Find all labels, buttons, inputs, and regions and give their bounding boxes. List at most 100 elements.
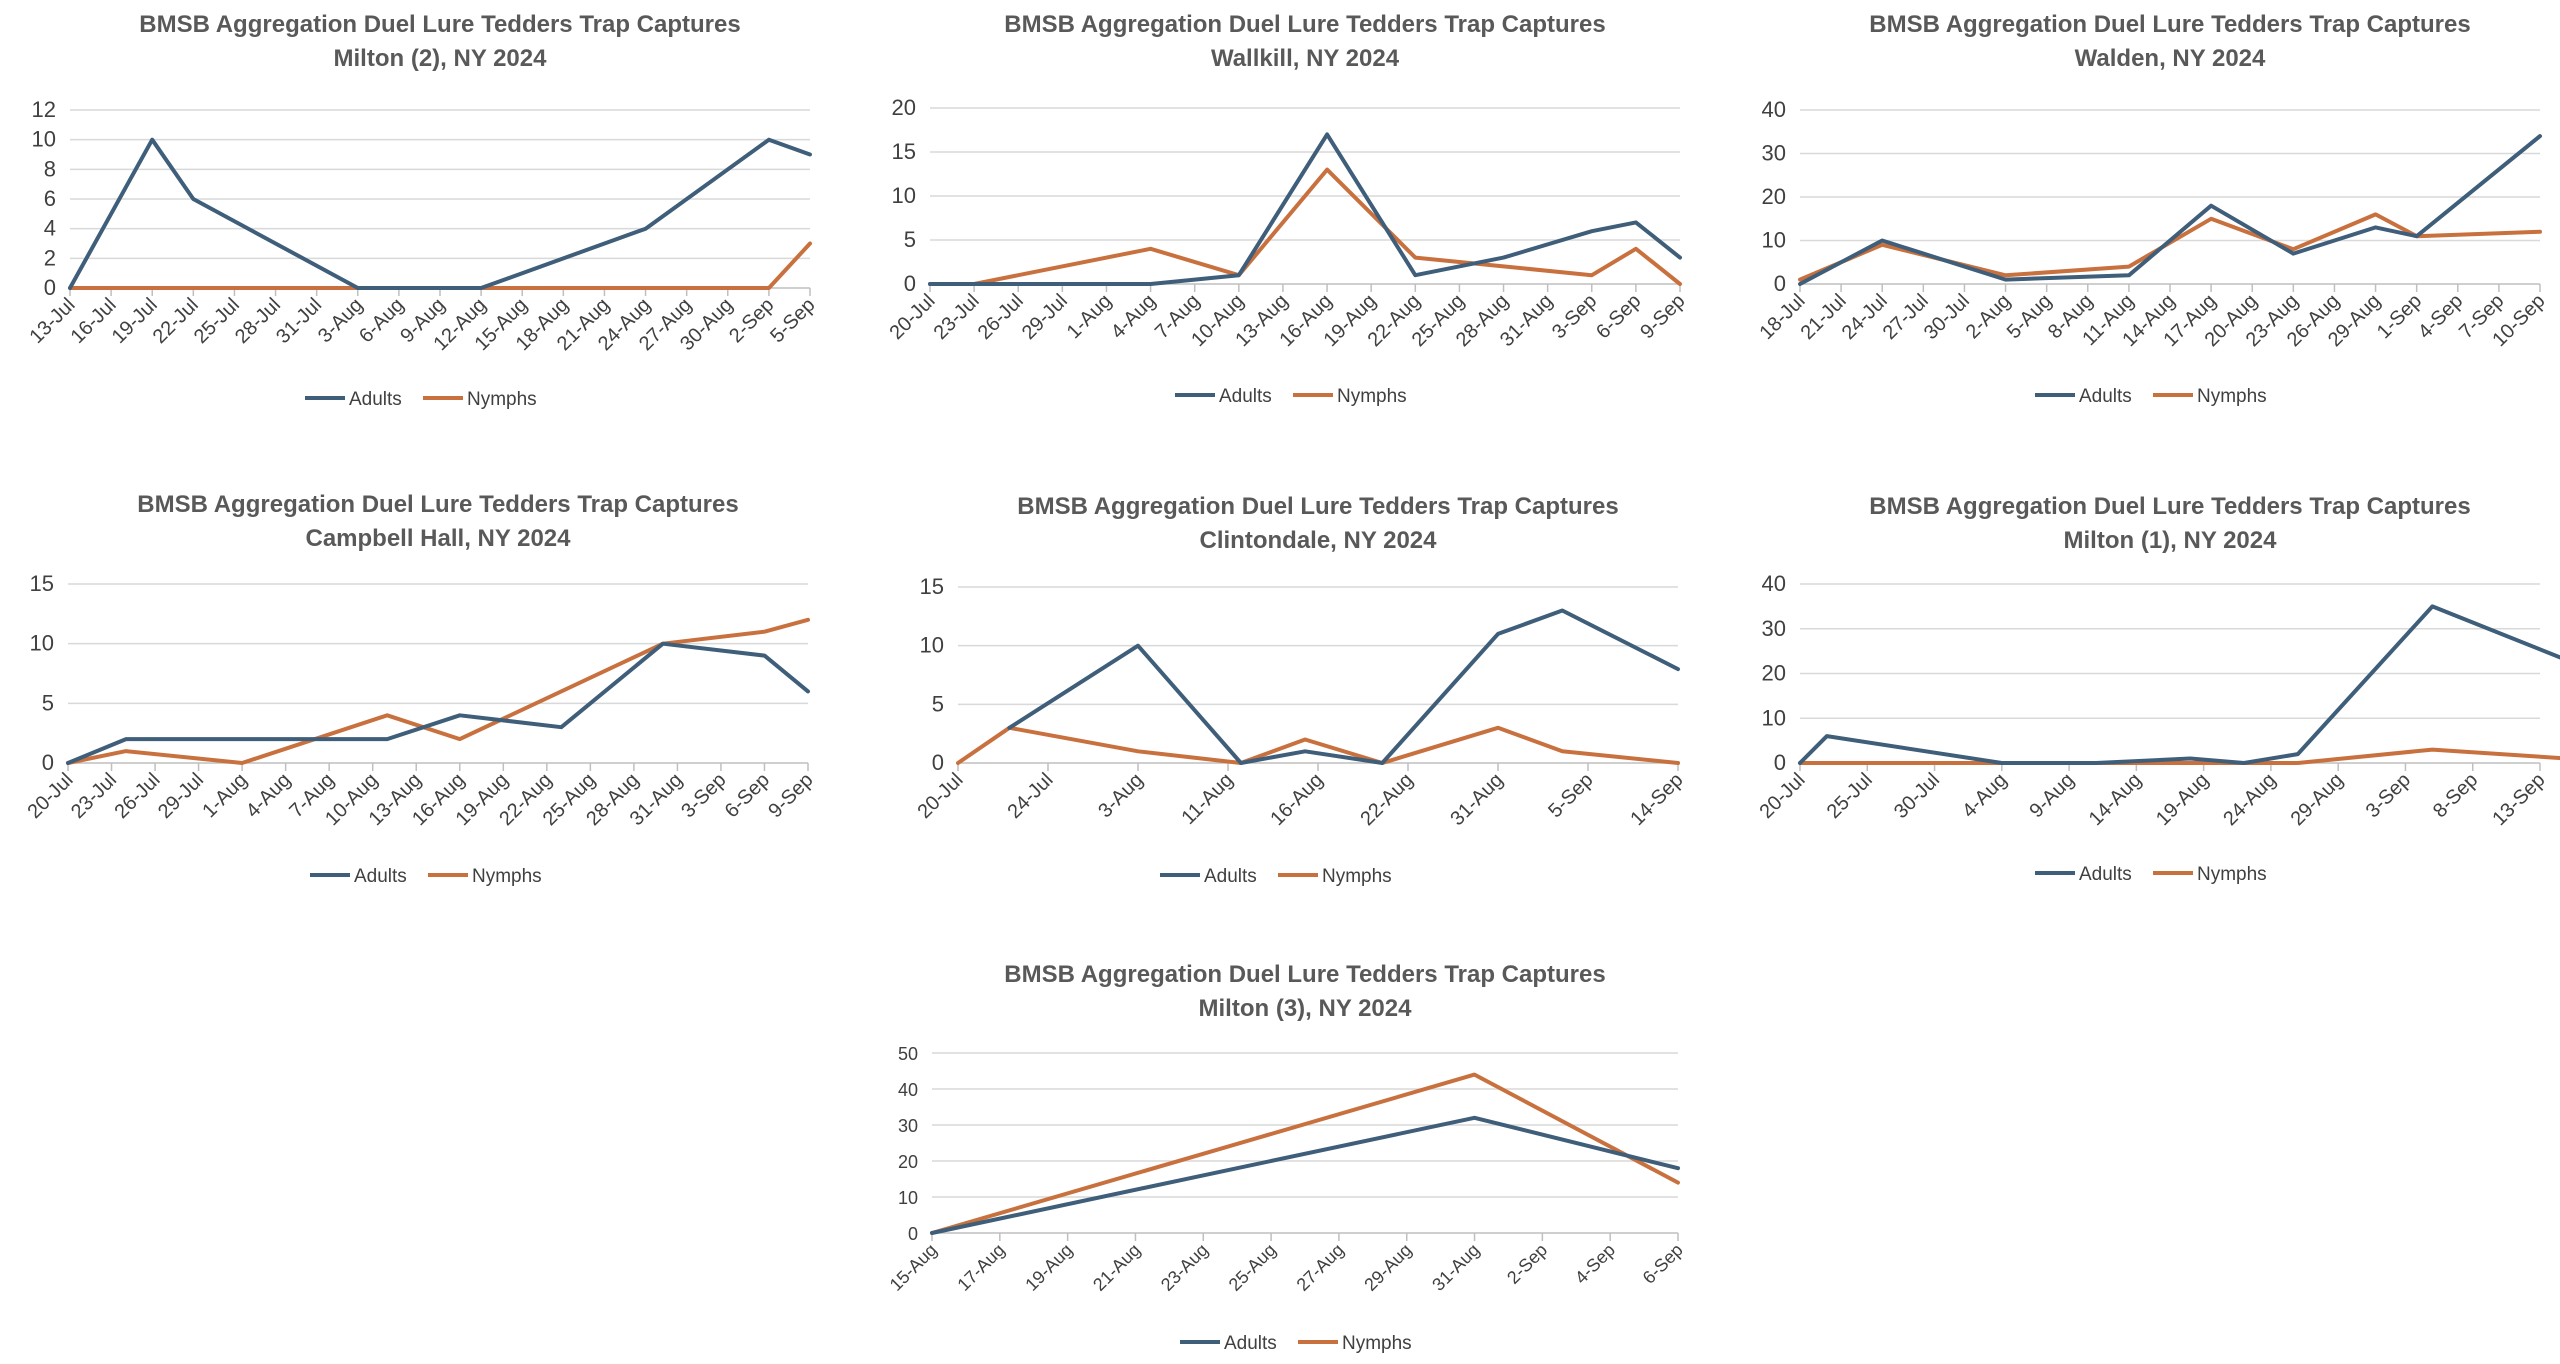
- x-tick-label: 4-Aug: [1958, 769, 2011, 822]
- x-tick-label: 14-Aug: [2085, 769, 2146, 830]
- series-line-adults: [66, 641, 810, 765]
- x-tick-label: 25-Aug: [1225, 1240, 1280, 1295]
- series-line-nymphs: [956, 725, 1680, 765]
- x-tick-label: 6-Sep: [721, 769, 774, 822]
- chart-panel: BMSB Aggregation Duel Lure Tedders Trap …: [870, 0, 1710, 440]
- chart-title: BMSB Aggregation Duel Lure Tedders Trap …: [137, 491, 738, 518]
- legend: Adults Nymphs: [1160, 866, 1392, 887]
- chart-svg: BMSB Aggregation Duel Lure Tedders Trap …: [25, 11, 819, 410]
- x-tick-label: 1-Aug: [198, 769, 251, 822]
- chart-svg: BMSB Aggregation Duel Lure Tedders Trap …: [913, 493, 1687, 887]
- x-tick-label: 3-Aug: [314, 294, 367, 347]
- legend-label-nymphs: Nymphs: [467, 389, 537, 410]
- y-tick-label: 5: [904, 227, 916, 252]
- y-tick-label: 15: [892, 139, 916, 164]
- y-tick-label: 10: [898, 1188, 918, 1208]
- x-tick-label: 4-Sep: [2414, 290, 2467, 343]
- x-tick-label: 8-Sep: [2429, 769, 2482, 822]
- y-tick-label: 20: [898, 1152, 918, 1172]
- x-tick-label: 31-Jul: [272, 294, 326, 348]
- x-tick-label: 9-Aug: [2025, 769, 2078, 822]
- y-tick-label: 0: [908, 1224, 918, 1244]
- chart-panel: BMSB Aggregation Duel Lure Tedders Trap …: [1730, 0, 2560, 440]
- x-tick-label: 15-Aug: [886, 1240, 941, 1295]
- chart-svg: BMSB Aggregation Duel Lure Tedders Trap …: [23, 491, 817, 887]
- x-tick-label: 11-Aug: [1177, 769, 1237, 829]
- y-tick-label: 12: [32, 97, 56, 122]
- x-tick-label: 24-Jul: [1003, 769, 1057, 823]
- x-tick-label: 21-Jul: [1797, 290, 1851, 344]
- series-line-adults: [1007, 608, 1680, 765]
- x-tick-label: 4-Sep: [1571, 1240, 1619, 1288]
- x-tick-label: 14-Sep: [1626, 769, 1687, 830]
- chart-svg: BMSB Aggregation Duel Lure Tedders Trap …: [885, 11, 1689, 407]
- legend: Adults Nymphs: [310, 866, 542, 887]
- x-tick-label: 29-Jul: [1018, 290, 1072, 344]
- legend: Adults Nymphs: [1180, 1333, 1412, 1354]
- x-tick-label: 3-Sep: [677, 769, 730, 822]
- legend-label-nymphs: Nymphs: [1342, 1333, 1412, 1354]
- x-tick-label: 30-Jul: [1920, 290, 1974, 344]
- chart-title: BMSB Aggregation Duel Lure Tedders Trap …: [1869, 493, 2470, 520]
- chart-subtitle: Milton (1), NY 2024: [2064, 527, 2278, 554]
- x-tick-label: 28-Jul: [231, 294, 285, 348]
- x-tick-label: 26-Jul: [974, 290, 1028, 344]
- chart-subtitle: Milton (2), NY 2024: [334, 45, 548, 72]
- legend-label-adults: Adults: [2079, 864, 2132, 885]
- legend-label-nymphs: Nymphs: [2197, 386, 2267, 407]
- chart-subtitle: Walden, NY 2024: [2075, 45, 2266, 72]
- x-tick-label: 19-Aug: [1021, 1240, 1076, 1295]
- y-tick-label: 10: [892, 183, 916, 208]
- y-tick-label: 0: [1774, 271, 1786, 296]
- legend-label-nymphs: Nymphs: [472, 866, 542, 887]
- chart-panel: BMSB Aggregation Duel Lure Tedders Trap …: [870, 480, 1710, 920]
- legend-label-adults: Adults: [349, 389, 402, 410]
- x-tick-label: 19-Aug: [2152, 769, 2213, 830]
- chart-panel: BMSB Aggregation Duel Lure Tedders Trap …: [870, 950, 1710, 1364]
- y-tick-label: 50: [898, 1044, 918, 1064]
- x-tick-label: 5-Sep: [766, 294, 819, 347]
- y-tick-label: 20: [1762, 661, 1786, 686]
- x-tick-label: 3-Sep: [1548, 290, 1601, 343]
- y-tick-label: 2: [44, 245, 56, 270]
- y-tick-label: 20: [892, 95, 916, 120]
- x-tick-label: 29-Aug: [1360, 1240, 1415, 1295]
- x-tick-label: 21-Aug: [1089, 1240, 1144, 1295]
- x-tick-label: 13-Sep: [2488, 769, 2549, 830]
- legend-label-nymphs: Nymphs: [2197, 864, 2267, 885]
- series-line-nymphs: [1798, 747, 2560, 765]
- x-tick-label: 25-Jul: [190, 294, 244, 348]
- y-tick-label: 15: [30, 571, 54, 596]
- x-tick-label: 3-Sep: [2362, 769, 2415, 822]
- x-tick-label: 1-Aug: [1063, 290, 1116, 343]
- series-line-nymphs: [66, 617, 810, 765]
- x-tick-label: 16-Jul: [67, 294, 121, 348]
- y-tick-label: 30: [1762, 141, 1786, 166]
- y-tick-label: 15: [920, 574, 944, 599]
- legend-label-adults: Adults: [1219, 386, 1272, 407]
- x-tick-label: 22-Aug: [1356, 769, 1417, 830]
- y-tick-label: 0: [44, 275, 56, 300]
- chart-subtitle: Campbell Hall, NY 2024: [305, 525, 571, 552]
- x-tick-label: 20-Jul: [885, 290, 939, 344]
- y-tick-label: 5: [42, 690, 54, 715]
- chart-panel: BMSB Aggregation Duel Lure Tedders Trap …: [1730, 480, 2560, 920]
- x-tick-label: 31-Aug: [1446, 769, 1507, 830]
- x-tick-label: 1-Sep: [2373, 290, 2426, 343]
- legend-label-adults: Adults: [354, 866, 407, 887]
- chart-svg: BMSB Aggregation Duel Lure Tedders Trap …: [1755, 493, 2560, 885]
- x-tick-label: 20-Jul: [1755, 769, 1809, 823]
- series-line-nymphs: [930, 1072, 1680, 1235]
- x-tick-label: 23-Jul: [930, 290, 984, 344]
- y-tick-label: 0: [42, 750, 54, 775]
- x-tick-label: 24-Jul: [1838, 290, 1892, 344]
- y-tick-label: 5: [932, 691, 944, 716]
- x-tick-label: 9-Sep: [1636, 290, 1689, 343]
- y-tick-label: 10: [32, 127, 56, 152]
- x-tick-label: 23-Jul: [67, 769, 121, 823]
- legend: Adults Nymphs: [2035, 386, 2267, 407]
- chart-panel: BMSB Aggregation Duel Lure Tedders Trap …: [0, 0, 840, 440]
- legend-label-nymphs: Nymphs: [1322, 866, 1392, 887]
- y-tick-label: 4: [44, 216, 56, 241]
- y-tick-label: 10: [30, 631, 54, 656]
